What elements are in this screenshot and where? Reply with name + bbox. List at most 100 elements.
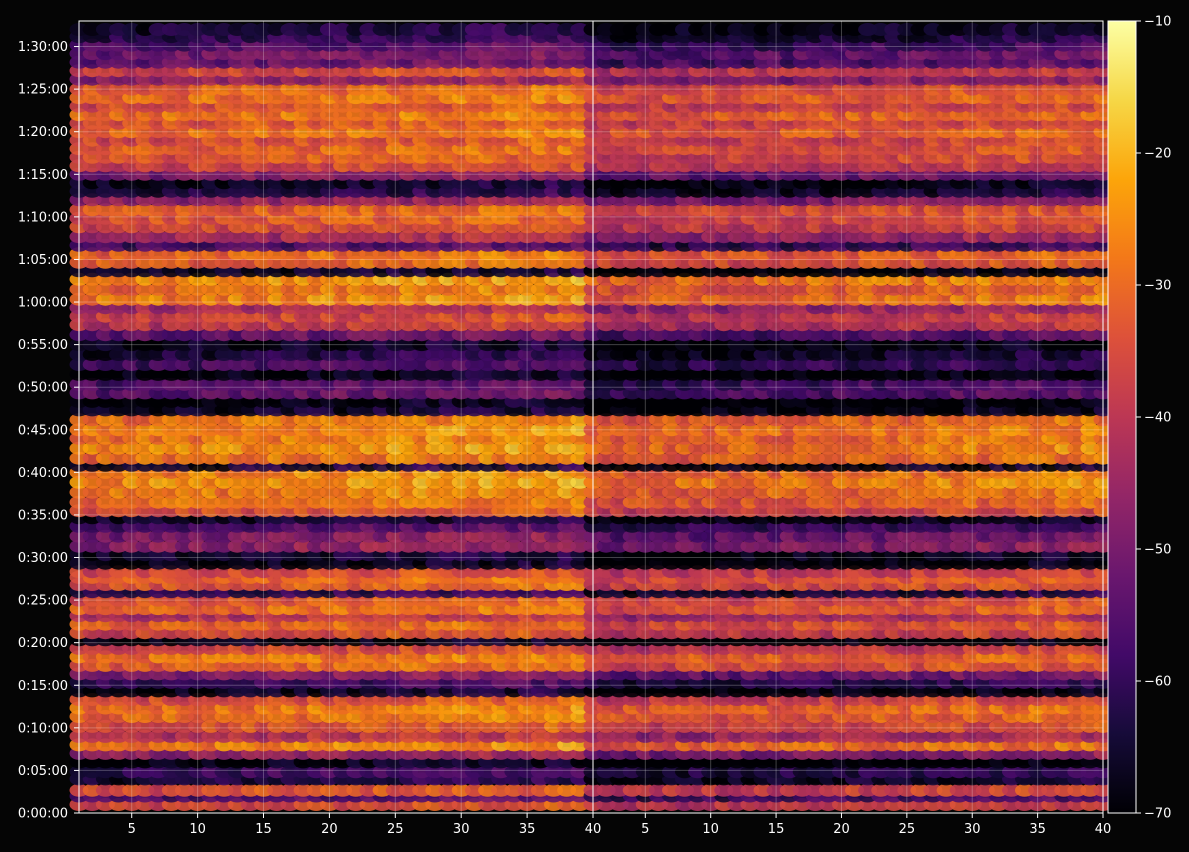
heatmap-cell [491,719,511,733]
heatmap-cell [372,729,392,743]
heatmap-cell [517,719,537,733]
heatmap-cell [412,719,432,733]
heatmap-cell [174,783,194,797]
heatmap-cell [82,719,102,733]
heatmap-cell [491,783,511,797]
heatmap-cell [399,783,418,797]
heatmap-cell [385,729,405,743]
heatmap-cell [214,765,234,779]
heatmap-cell [174,765,194,779]
heatmap-cell [174,719,194,733]
heatmap-cell [333,765,353,779]
heatmap-cell [530,783,550,797]
heatmap-cell [464,729,484,743]
heatmap-cell [240,783,260,797]
heatmap-cell [438,783,458,797]
heatmap-cell [544,729,563,743]
heatmap-cell [188,719,208,733]
heatmap-cell [319,783,339,797]
heatmap-cell [544,719,563,733]
heatmap-cell [385,783,405,797]
heatmap-cell [478,783,498,797]
heatmap-cell [570,729,590,743]
heatmap-cell [254,729,273,743]
heatmap-cell [557,729,577,743]
heatmap-cell [544,783,563,797]
heatmap-cell [372,783,392,797]
heatmap-cell [557,783,577,797]
heatmap-cell [464,765,484,779]
heatmap-cell [372,765,392,779]
heatmap-cell [201,729,221,743]
heatmap-cell [504,729,524,743]
heatmap-cell [95,765,115,779]
heatmap-cell [109,729,128,743]
heatmap-cell [412,783,432,797]
heatmap-cell [438,719,458,733]
heatmap-cell [254,783,273,797]
heatmap-cell [214,729,234,743]
heatmap-cell [451,765,471,779]
heatmap-cell [425,765,445,779]
heatmap-cell [385,765,405,779]
heatmap-cell [95,783,115,797]
heatmap-cell [464,783,484,797]
heatmap-cell [293,719,313,733]
heatmap-cell [82,783,102,797]
heatmap-cell [267,729,287,743]
heatmap-panel-right [583,21,1113,813]
heatmap-cell [438,729,458,743]
heatmap-cell [372,719,392,733]
heatmap-cell [399,719,418,733]
heatmap-panel-left [69,21,603,813]
heatmap-cell [240,729,260,743]
heatmap-cell [319,729,339,743]
heatmap-cell [530,729,550,743]
heatmap-cell [254,765,273,779]
heatmap-cell [478,729,498,743]
heatmap-cell [214,783,234,797]
heatmap-cell [148,783,168,797]
heatmap-cell [399,765,418,779]
heatmap-cell [148,719,168,733]
heatmap-cell [570,765,590,779]
heatmap-cell [135,783,155,797]
heatmap-cell [122,719,142,733]
heatmap-cell [517,783,537,797]
heatmap-cell [333,719,353,733]
heatmap-cell [227,729,247,743]
heatmap-cell [451,783,471,797]
heatmap-cell [464,719,484,733]
heatmap-cell [530,719,550,733]
heatmap-cell [122,783,142,797]
heatmap-cell [306,729,326,743]
heatmap-cell [95,729,115,743]
heatmap-cell [214,719,234,733]
heatmap-cell [517,729,537,743]
heatmap-cell [188,765,208,779]
heatmap-cell [438,765,458,779]
heatmap-cell [293,783,313,797]
heatmap-cell [319,719,339,733]
heatmap-cell [570,719,590,733]
heatmap-cell [161,729,181,743]
heatmap-cell [135,765,155,779]
heatmap-cell [280,765,300,779]
heatmap-cell [280,729,300,743]
heatmap-cell [188,783,208,797]
heatmap-cell [306,783,326,797]
heatmap-cell [161,783,181,797]
heatmap-cell [478,765,498,779]
heatmap-cell [385,719,405,733]
heatmap-cell [451,719,471,733]
heatmap-cell [491,729,511,743]
heatmap-cell [293,729,313,743]
heatmap-cell [478,719,498,733]
heatmap-cell [201,783,221,797]
heatmap-cell [82,765,102,779]
heatmap-cell [504,719,524,733]
heatmap-cell [412,729,432,743]
heatmap-cell [544,765,563,779]
